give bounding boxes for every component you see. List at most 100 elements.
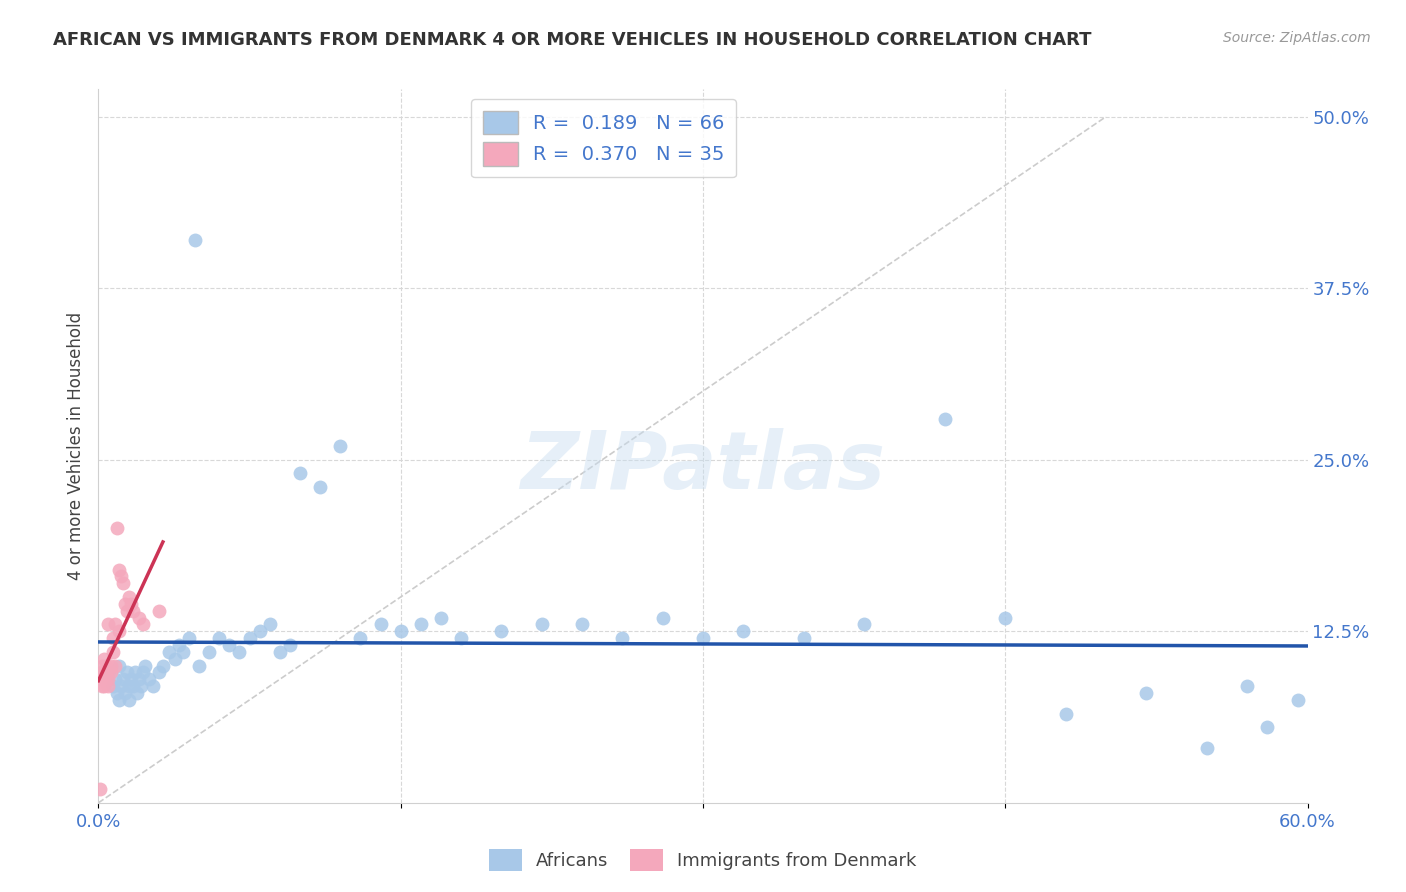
Point (134, 658, 156, 673)
Point (100, 658, 122, 673)
Point (148, 604, 170, 618)
Point (228, 645, 250, 659)
Point (111, 576, 134, 591)
Point (651, 610, 673, 624)
Point (934, 411, 956, 425)
Point (91, 679, 114, 693)
Point (103, 673, 125, 687)
Point (172, 645, 194, 659)
Point (179, 631, 201, 645)
Point (278, 638, 301, 652)
Point (409, 617, 432, 632)
Point (118, 693, 141, 707)
Point (105, 521, 128, 535)
Point (218, 638, 240, 652)
Point (163, 651, 186, 665)
Point (120, 597, 142, 611)
Point (115, 604, 138, 618)
Point (91, 658, 114, 673)
Point (430, 610, 453, 624)
Point (733, 624, 755, 639)
Point (994, 610, 1017, 624)
Point (107, 624, 129, 639)
Point (121, 679, 143, 693)
Point (96, 658, 118, 673)
Point (128, 673, 150, 687)
Point (692, 631, 714, 645)
Point (93, 673, 115, 687)
Point (93, 679, 115, 693)
Point (96, 665, 118, 680)
Point (97, 617, 120, 632)
Y-axis label: 4 or more Vehicles in Household: 4 or more Vehicles in Household (66, 312, 84, 580)
Point (93, 651, 115, 665)
Point (1195, 740, 1218, 755)
Point (157, 645, 180, 659)
Text: AFRICAN VS IMMIGRANTS FROM DENMARK 4 OR MORE VEHICLES IN HOUSEHOLD CORRELATION C: AFRICAN VS IMMIGRANTS FROM DENMARK 4 OR … (53, 31, 1092, 49)
Point (107, 562, 129, 576)
Point (97, 665, 120, 680)
Legend: Africans, Immigrants from Denmark: Africans, Immigrants from Denmark (482, 842, 924, 879)
Point (349, 631, 371, 645)
Point (115, 665, 138, 680)
Point (129, 679, 152, 693)
Point (1256, 720, 1278, 734)
Point (450, 631, 472, 645)
Point (128, 610, 150, 624)
Point (148, 665, 170, 680)
Point (97, 679, 120, 693)
Point (612, 631, 634, 645)
Point (103, 658, 125, 673)
Point (125, 686, 148, 700)
Text: Source: ZipAtlas.com: Source: ZipAtlas.com (1223, 31, 1371, 45)
Point (121, 604, 143, 618)
Point (167, 638, 190, 652)
Point (370, 617, 392, 632)
Point (107, 693, 129, 707)
Point (1135, 686, 1157, 700)
Point (118, 590, 141, 604)
Point (184, 233, 207, 247)
Point (188, 658, 211, 673)
Legend: R =  0.189   N = 66, R =  0.370   N = 35: R = 0.189 N = 66, R = 0.370 N = 35 (471, 99, 737, 178)
Point (208, 631, 231, 645)
Point (91, 665, 114, 680)
Point (853, 617, 876, 632)
Point (491, 624, 513, 639)
Point (100, 665, 122, 680)
Point (142, 679, 165, 693)
Point (105, 686, 128, 700)
Point (89, 782, 111, 797)
Point (110, 569, 132, 583)
Point (101, 679, 124, 693)
Point (120, 673, 142, 687)
Point (571, 617, 593, 632)
Point (309, 480, 332, 494)
Text: ZIPatlas: ZIPatlas (520, 428, 886, 507)
Point (89, 673, 111, 687)
Point (269, 645, 291, 659)
Point (97, 665, 120, 680)
Point (288, 467, 311, 481)
Point (114, 686, 136, 700)
Point (249, 624, 271, 639)
Point (111, 673, 134, 687)
Point (118, 679, 141, 693)
Point (259, 617, 281, 632)
Point (97, 673, 120, 687)
Point (1054, 706, 1077, 721)
Point (124, 665, 146, 680)
Point (239, 631, 262, 645)
Point (198, 645, 221, 659)
Point (96, 673, 118, 687)
Point (101, 645, 124, 659)
Point (389, 624, 412, 639)
Point (132, 665, 155, 680)
Point (152, 658, 174, 673)
Point (114, 597, 136, 611)
Point (793, 631, 815, 645)
Point (329, 439, 352, 453)
Point (93, 665, 115, 680)
Point (132, 617, 155, 632)
Point (107, 658, 129, 673)
